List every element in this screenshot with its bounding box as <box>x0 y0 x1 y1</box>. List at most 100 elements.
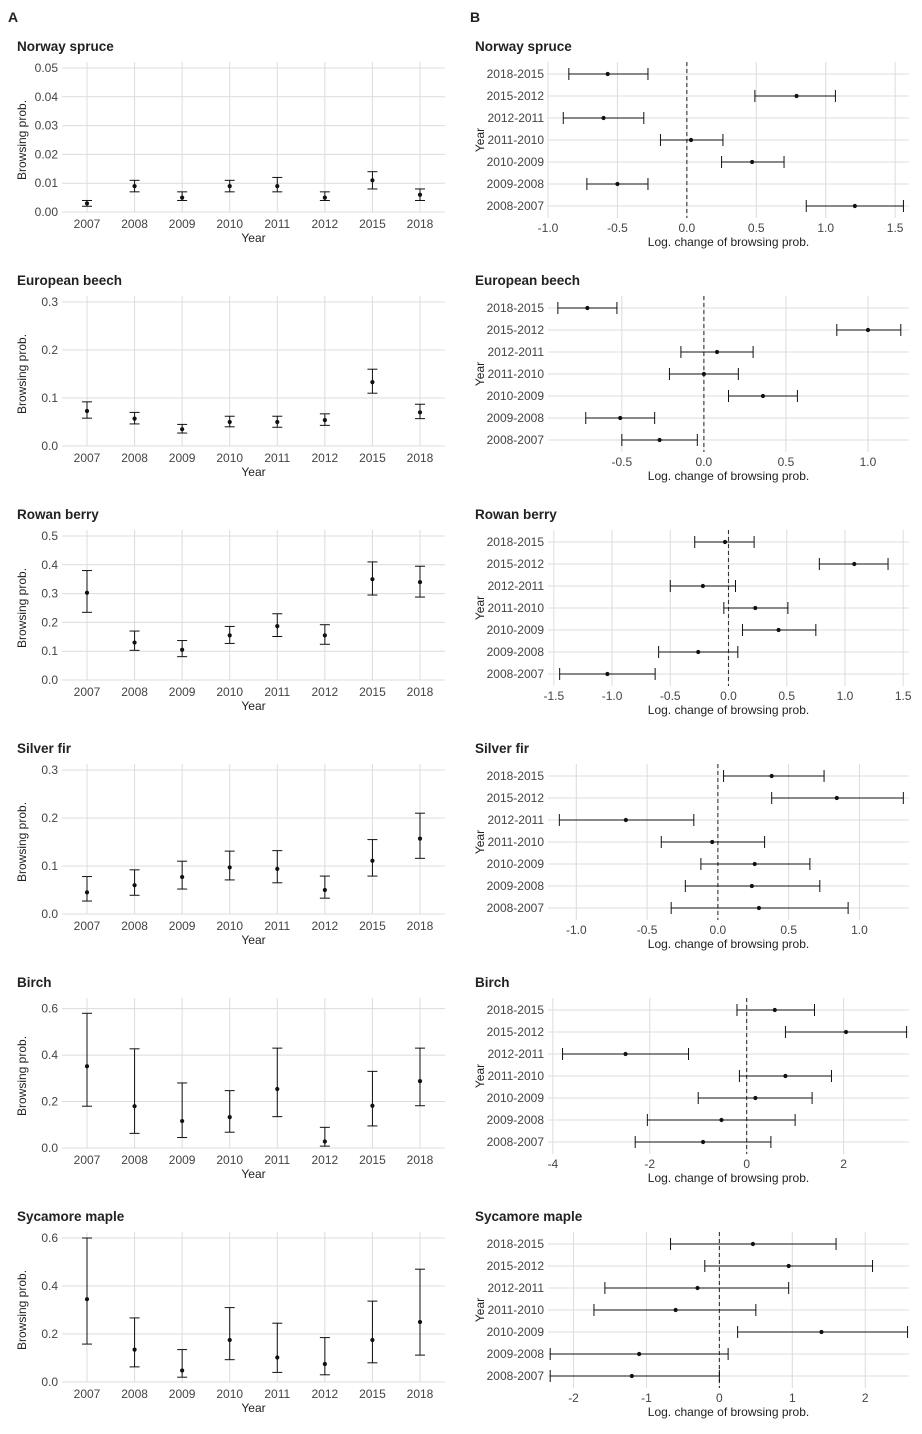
y-tick-label: 2012-2011 <box>488 345 545 359</box>
x-axis-label: Year <box>241 699 265 713</box>
plots: Norway spruce0.000.010.020.030.040.05200… <box>15 39 912 1419</box>
y-tick-label: 2012-2011 <box>488 813 545 827</box>
y-tick-label: 0.0 <box>41 907 58 921</box>
chart-title: Sycamore maple <box>17 1209 125 1224</box>
data-point <box>629 1373 634 1379</box>
x-tick-label: -4 <box>548 1157 559 1171</box>
chart-b-2: European beech 2018-2015 2015-2012 2012-201… <box>473 273 909 483</box>
data-point <box>865 327 871 333</box>
y-tick-label: 0.02 <box>35 147 59 161</box>
data-point <box>623 817 628 823</box>
x-tick-label: -1.5 <box>543 689 564 703</box>
y-tick-label: 0.2 <box>41 615 58 629</box>
chart-a-4: Silver fir 0.0 0.1 0.2 0.3 2007 2008 2009 2010 20… <box>15 741 445 947</box>
data-point <box>786 1263 791 1269</box>
data-point <box>84 1064 90 1069</box>
x-tick-label: 2007 <box>74 919 101 933</box>
x-tick-label: -1.0 <box>566 923 587 937</box>
data-point <box>417 1319 423 1325</box>
y-tick-label: 0.04 <box>35 90 59 104</box>
chart-title: Norway spruce <box>475 39 572 54</box>
data-point <box>618 415 623 421</box>
x-tick-label: 2012 <box>312 685 339 699</box>
y-tick-label: 2018-2015 <box>487 1237 545 1251</box>
data-point <box>417 579 423 585</box>
data-point <box>772 1007 777 1013</box>
x-axis-label: Log. change of browsing prob. <box>648 469 809 483</box>
y-tick-label: 2009-2008 <box>487 645 545 659</box>
y-tick-label: 0.1 <box>41 391 58 405</box>
y-tick-label: 2015-2012 <box>487 1025 545 1039</box>
data-point <box>132 416 137 421</box>
data-point <box>750 159 755 165</box>
x-tick-label: 1.0 <box>817 221 834 235</box>
chart-b-4: Silver fir 2018-2015 2015-2012 2012-2011 201… <box>473 741 909 951</box>
data-point <box>227 633 232 638</box>
y-tick-label: 2011-2010 <box>488 1069 545 1083</box>
chart-title: Norway spruce <box>17 39 114 54</box>
x-tick-label: 2015 <box>359 1387 386 1401</box>
data-point <box>227 419 232 425</box>
x-tick-label: 2010 <box>216 1153 243 1167</box>
x-tick-label: 1.0 <box>851 923 868 937</box>
x-tick-label: 2009 <box>169 1153 196 1167</box>
data-point <box>756 905 762 911</box>
data-point <box>180 1368 185 1373</box>
y-tick-label: 2008-2007 <box>487 199 545 213</box>
data-point <box>180 427 185 432</box>
data-point <box>657 437 662 443</box>
y-axis-label: Year <box>473 1298 487 1322</box>
data-point <box>417 192 423 197</box>
y-tick-label: 2008-2007 <box>487 1369 545 1383</box>
y-tick-label: 2015-2012 <box>487 1259 545 1273</box>
y-tick-label: 2012-2011 <box>488 1281 545 1295</box>
y-tick-label: 0.0 <box>41 1375 58 1389</box>
x-tick-label: 2015 <box>359 919 386 933</box>
y-tick-label: 0.01 <box>35 176 59 190</box>
x-tick-label: 2007 <box>74 685 101 699</box>
x-tick-label: 2009 <box>169 919 196 933</box>
data-point <box>322 633 327 638</box>
chart-a-2: European beech 0.0 0.1 0.2 0.3 2007 2008 2009 20… <box>15 273 445 479</box>
chart-b-1: Norway spruce 2018-2015 2015-2012 2012-2011… <box>473 39 909 249</box>
y-tick-label: 2011-2010 <box>488 835 545 849</box>
x-tick-label: 2012 <box>312 451 339 465</box>
y-tick-label: 2008-2007 <box>487 433 545 447</box>
x-axis-label: Log. change of browsing prob. <box>648 1171 809 1185</box>
y-tick-label: 0.0 <box>41 439 58 453</box>
y-tick-label: 2010-2009 <box>487 1091 545 1105</box>
data-point <box>370 1103 375 1108</box>
x-tick-label: 2009 <box>169 1387 196 1401</box>
x-tick-label: 1.0 <box>860 455 877 469</box>
x-tick-label: 1.5 <box>887 221 904 235</box>
y-tick-label: 0.2 <box>41 811 58 825</box>
data-point <box>275 1086 280 1092</box>
x-tick-label: 2015 <box>359 685 386 699</box>
chart-title: Birch <box>475 975 510 990</box>
chart-a-1: Norway spruce 0.00 0.01 0.02 0.03 0.04 0.05 200… <box>15 39 445 245</box>
x-tick-label: 2 <box>862 1391 869 1405</box>
y-tick-label: 0.00 <box>35 205 59 219</box>
y-tick-label: 2010-2009 <box>487 1325 545 1339</box>
chart-title: Silver fir <box>17 741 72 756</box>
chart-title: European beech <box>475 273 580 288</box>
y-tick-label: 2009-2008 <box>487 879 545 893</box>
data-point <box>852 203 857 209</box>
x-tick-label: 2011 <box>264 1153 290 1167</box>
data-point <box>700 1139 706 1145</box>
y-tick-label: 2008-2007 <box>487 901 545 915</box>
y-tick-label: 2015-2012 <box>487 791 545 805</box>
x-axis-label: Log. change of browsing prob. <box>648 1405 809 1419</box>
data-point <box>370 577 375 582</box>
y-tick-label: 2015-2012 <box>487 557 545 571</box>
y-tick-label: 2009-2008 <box>487 1113 545 1127</box>
data-point <box>701 371 706 377</box>
data-point <box>275 419 280 425</box>
x-tick-label: 2009 <box>169 451 196 465</box>
y-tick-label: 0.1 <box>41 644 58 658</box>
y-axis-label: Browsing prob. <box>15 100 29 180</box>
y-tick-label: 0.3 <box>41 763 58 777</box>
data-point <box>322 1139 327 1144</box>
x-axis-label: Log. change of browsing prob. <box>648 937 809 951</box>
x-tick-label: -1.0 <box>602 689 623 703</box>
